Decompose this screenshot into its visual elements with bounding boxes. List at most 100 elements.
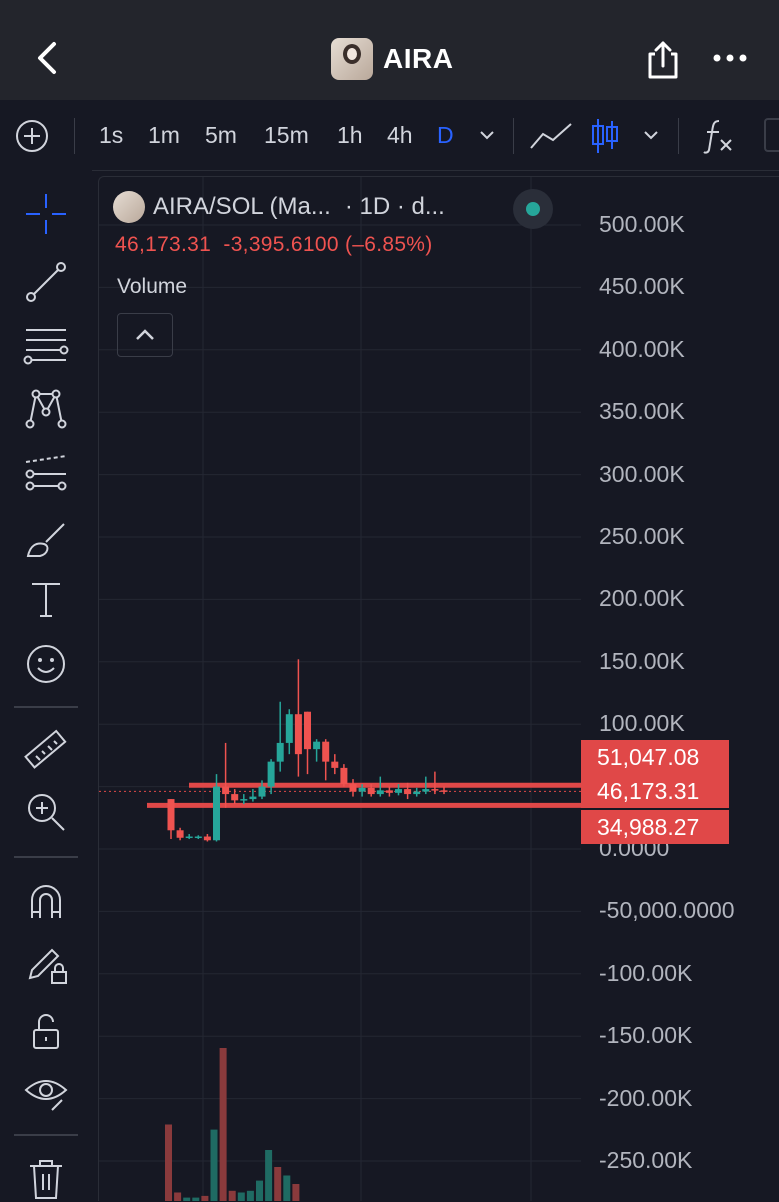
candle-body	[203, 836, 211, 841]
indicators-fx-icon[interactable]	[701, 118, 735, 154]
interval-1h[interactable]: 1h	[337, 122, 363, 148]
price-axis-label: 250.00K	[599, 523, 685, 549]
candle-body	[395, 789, 402, 793]
token-title: AIRA	[331, 38, 453, 80]
symbol-avatar	[113, 191, 145, 223]
interval-d[interactable]: D	[437, 122, 454, 148]
candle-body	[313, 741, 321, 750]
zoom-in-icon[interactable]	[22, 788, 70, 836]
eye-icon[interactable]	[22, 1068, 70, 1116]
candle-body	[267, 761, 275, 787]
price-tag: 34,988.27	[581, 810, 729, 844]
sidebar-divider	[14, 856, 78, 858]
candle-body	[176, 830, 184, 838]
volume-bar	[201, 1195, 209, 1201]
pattern-icon[interactable]	[22, 384, 70, 432]
volume-bar	[265, 1150, 273, 1201]
interval-5m[interactable]: 5m	[205, 122, 237, 148]
symbol-name: AIRA/SOL (Ma...	[153, 193, 331, 220]
toolbar-divider	[513, 118, 514, 154]
volume-bar	[237, 1192, 245, 1201]
volume-bar	[192, 1197, 200, 1201]
last-price: 46,173.31	[115, 233, 212, 256]
candlestick-icon[interactable]	[590, 117, 620, 155]
symbol-interval: · 1D · d...	[344, 193, 445, 220]
candle-body	[294, 714, 302, 755]
emoji-icon[interactable]	[22, 640, 70, 688]
chart-toolbar: 1s 1m 5m 15m 1h 4h D	[0, 100, 779, 171]
candle-body	[431, 789, 439, 791]
collapse-legend-button[interactable]	[117, 313, 173, 357]
toolbar-overflow[interactable]	[764, 118, 779, 152]
plus-circle-icon[interactable]	[15, 119, 49, 153]
magnet-icon[interactable]	[22, 878, 70, 926]
interval-1m[interactable]: 1m	[148, 122, 180, 148]
candle-body	[222, 786, 230, 795]
page-title: AIRA	[383, 43, 454, 74]
projection-icon[interactable]	[22, 450, 70, 498]
volume-bar	[174, 1192, 182, 1201]
share-icon[interactable]	[646, 40, 680, 80]
candle-body	[249, 796, 257, 800]
volume-bar	[292, 1184, 300, 1201]
candle-body	[285, 714, 293, 743]
trash-icon[interactable]	[22, 1154, 70, 1202]
sidebar-divider	[14, 706, 78, 708]
candle-body	[422, 789, 430, 792]
interval-1s[interactable]: 1s	[99, 122, 124, 148]
candle-body	[331, 761, 339, 768]
volume-bar	[274, 1167, 282, 1201]
more-horizontal-icon[interactable]	[712, 50, 748, 66]
candle-body	[258, 786, 266, 797]
trendline-icon[interactable]	[22, 258, 70, 306]
price-axis-label: 400.00K	[599, 335, 685, 362]
candle-body	[194, 836, 202, 839]
brush-icon[interactable]	[22, 516, 70, 564]
toolbar-divider	[74, 118, 75, 154]
price-change: -3,395.6100	[223, 233, 339, 256]
price-axis-label: -150.00K	[599, 1022, 693, 1049]
price-axis-label: 150.00K	[599, 647, 685, 674]
candle-body	[404, 789, 412, 795]
volume-bar	[165, 1124, 172, 1201]
symbol-legend[interactable]: AIRA/SOL (Ma... · 1D · d...	[113, 191, 445, 223]
chevron-down-icon[interactable]	[642, 128, 660, 142]
text-icon[interactable]	[22, 576, 70, 624]
price-axis-label: 100.00K	[599, 710, 685, 737]
unlock-icon[interactable]	[22, 1006, 70, 1054]
volume-bar	[256, 1180, 263, 1201]
interval-4h[interactable]: 4h	[387, 122, 413, 148]
drawing-tools-sidebar	[0, 170, 92, 1200]
crosshair-icon[interactable]	[22, 190, 70, 238]
price-axis-label: 500.00K	[599, 211, 685, 237]
price-axis-label: 300.00K	[599, 460, 685, 487]
volume-label: Volume	[117, 275, 188, 298]
candle-body	[213, 786, 220, 841]
candle-body	[167, 799, 175, 831]
status-dot	[526, 202, 540, 216]
candle-body	[385, 790, 393, 793]
candle-body	[304, 711, 311, 750]
price-axis-label: -100.00K	[599, 959, 693, 986]
volume-bar	[219, 1048, 227, 1201]
chart-panel[interactable]: AIRA/SOL (Ma... · 1D · d... 46,173.31 -3…	[98, 176, 779, 1201]
candle-body	[367, 787, 375, 795]
sidebar-divider	[14, 1134, 78, 1136]
price-axis-label: -250.00K	[599, 1147, 693, 1173]
interval-15m[interactable]: 15m	[264, 122, 309, 148]
chevron-left-icon[interactable]	[30, 38, 62, 78]
price-chart[interactable]	[99, 177, 779, 1201]
candle-body	[240, 799, 248, 801]
volume-bar	[210, 1129, 218, 1201]
market-status-indicator[interactable]	[513, 189, 553, 229]
candle-body	[340, 767, 348, 785]
candle-body	[185, 836, 193, 839]
volume-bar	[246, 1190, 254, 1201]
line-chart-icon[interactable]	[529, 120, 573, 152]
price-axis-label: -50,000.0000	[599, 897, 735, 924]
volume-bar	[228, 1190, 236, 1201]
lock-drawing-icon[interactable]	[22, 940, 70, 988]
fib-levels-icon[interactable]	[22, 322, 70, 370]
ruler-icon[interactable]	[22, 726, 70, 774]
chevron-down-icon[interactable]	[478, 128, 496, 142]
